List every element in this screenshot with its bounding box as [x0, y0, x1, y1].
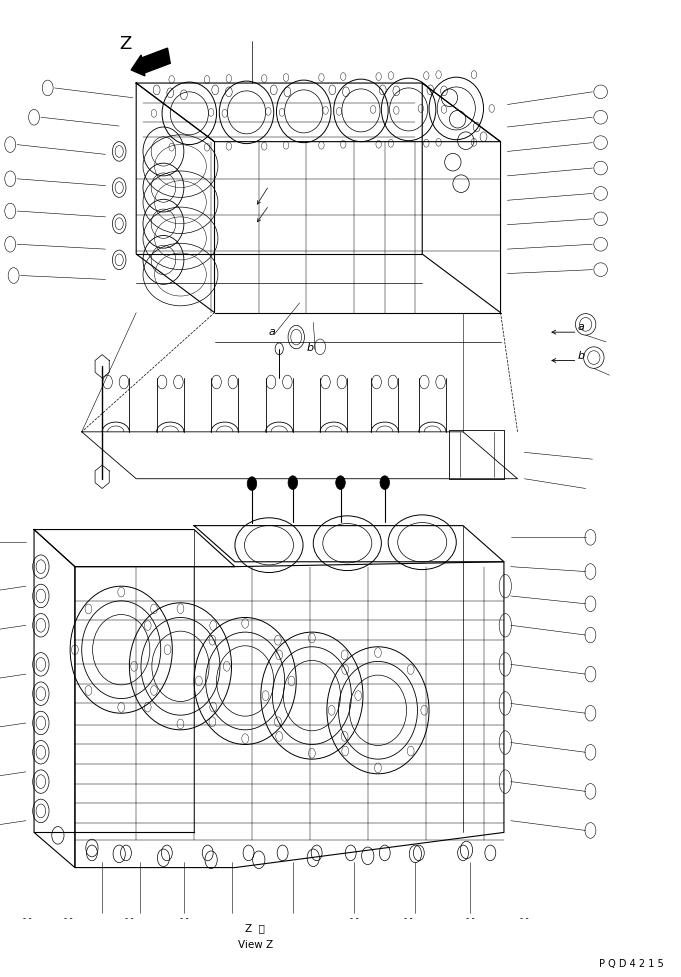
Text: - -: - -: [180, 913, 188, 923]
Text: a: a: [577, 322, 584, 332]
Text: View Z: View Z: [238, 940, 273, 950]
Text: - -: - -: [125, 913, 133, 923]
FancyArrow shape: [131, 48, 170, 76]
Text: b: b: [577, 351, 584, 361]
Text: - -: - -: [405, 913, 413, 923]
Circle shape: [247, 477, 257, 490]
Text: Z  視: Z 視: [245, 923, 266, 933]
Circle shape: [288, 476, 298, 489]
Text: - -: - -: [466, 913, 474, 923]
Circle shape: [336, 476, 345, 489]
Text: Z: Z: [119, 35, 131, 53]
Text: - -: - -: [64, 913, 72, 923]
Text: - -: - -: [23, 913, 31, 923]
Text: a: a: [269, 327, 276, 337]
Text: b: b: [306, 343, 313, 353]
Text: P Q D 4 2 1 5: P Q D 4 2 1 5: [599, 959, 664, 969]
Text: - -: - -: [520, 913, 528, 923]
Text: - -: - -: [350, 913, 358, 923]
Circle shape: [380, 476, 390, 489]
